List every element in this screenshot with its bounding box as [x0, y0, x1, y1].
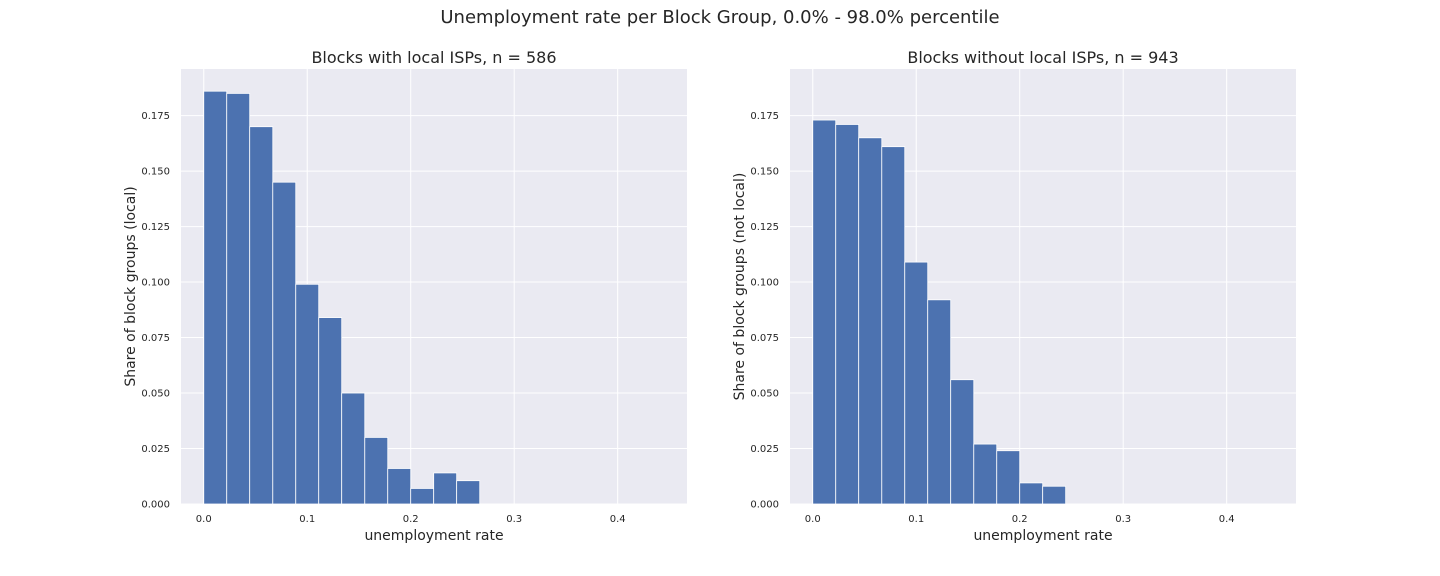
y-tick-label: 0.150	[141, 167, 170, 178]
histogram-bar	[812, 119, 837, 505]
y-tick-label: 0.000	[750, 500, 779, 511]
subplot-2: 0.0 0.1 0.2 0.3 0.4 0.000 0.025 0.050 0.075 0.100…	[732, 48, 1296, 544]
histogram-bar	[249, 126, 274, 505]
histogram-bar	[456, 480, 481, 505]
histogram-bar	[203, 90, 228, 505]
y-axis-label: Share of block groups (local)	[123, 186, 139, 386]
y-tick-label: 0.075	[750, 333, 779, 344]
x-tick-label: 0.0	[196, 514, 212, 525]
y-axis-label: Share of block groups (not local)	[732, 173, 748, 401]
histogram-bar	[387, 468, 412, 505]
figure-title: Unemployment rate per Block Group, 0.0% …	[440, 7, 1000, 28]
x-axis-label: unemployment rate	[364, 528, 503, 544]
x-tick-label: 0.2	[1012, 514, 1028, 525]
histogram-bar	[272, 181, 297, 505]
y-tick-label: 0.100	[750, 278, 779, 289]
x-axis-label: unemployment rate	[973, 528, 1112, 544]
x-tick-label: 0.4	[1219, 514, 1235, 525]
y-tick-label: 0.175	[750, 111, 779, 122]
x-tick-label: 0.1	[299, 514, 315, 525]
histogram-bar	[1019, 482, 1044, 505]
y-tick-label: 0.025	[141, 444, 170, 455]
histogram-bar	[973, 443, 998, 505]
histogram-bar	[295, 283, 320, 505]
y-tick-label: 0.150	[750, 167, 779, 178]
histogram-bar	[858, 137, 883, 505]
x-tick-label: 0.4	[610, 514, 626, 525]
x-tick-label: 0.0	[805, 514, 821, 525]
histogram-bar	[433, 472, 458, 505]
subplot-1: 0.0 0.1 0.2 0.3 0.4 0.000 0.025 0.050 0.075 0.100…	[123, 48, 687, 544]
x-tick-label: 0.3	[1115, 514, 1131, 525]
y-tick-label: 0.025	[750, 444, 779, 455]
subplot-title: Blocks with local ISPs, n = 586	[311, 48, 556, 67]
y-tick-label: 0.050	[750, 389, 779, 400]
subplot-title: Blocks without local ISPs, n = 943	[907, 48, 1178, 67]
histogram-bar	[364, 437, 389, 505]
y-tick-label: 0.100	[141, 278, 170, 289]
histogram-bar	[341, 392, 366, 505]
y-tick-label: 0.050	[141, 389, 170, 400]
y-tick-label: 0.175	[141, 111, 170, 122]
y-tick-label: 0.075	[141, 333, 170, 344]
histogram-bar	[1042, 485, 1067, 505]
histogram-bar	[950, 379, 975, 505]
histogram-bar	[410, 488, 435, 505]
x-tick-label: 0.3	[506, 514, 522, 525]
histogram-bar	[904, 261, 929, 505]
y-tick-label: 0.000	[141, 500, 170, 511]
x-tick-label: 0.1	[908, 514, 924, 525]
y-tick-label: 0.125	[141, 222, 170, 233]
histogram-bar	[927, 299, 952, 505]
histogram-bar	[996, 450, 1021, 505]
histogram-bar	[881, 146, 906, 505]
histogram-bar	[226, 93, 251, 505]
y-tick-label: 0.125	[750, 222, 779, 233]
histogram-bar	[835, 124, 860, 505]
histogram-bar	[318, 317, 343, 505]
x-tick-label: 0.2	[403, 514, 419, 525]
